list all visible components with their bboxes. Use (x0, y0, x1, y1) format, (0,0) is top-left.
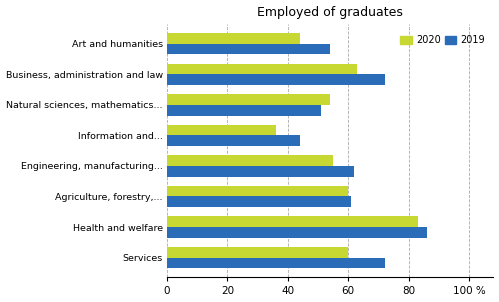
Bar (167, 125, 276, 135)
Bar (167, 64, 357, 74)
Bar (167, 44, 330, 54)
Bar (167, 227, 427, 238)
Bar (167, 135, 300, 146)
Bar (167, 258, 385, 268)
Bar (167, 94, 330, 105)
Bar (167, 74, 385, 85)
Bar (167, 247, 348, 258)
Bar (167, 186, 348, 197)
Legend: 2020, 2019: 2020, 2019 (396, 31, 489, 49)
Bar (167, 166, 354, 177)
Bar (167, 197, 351, 207)
Bar (167, 216, 418, 227)
Bar (167, 155, 333, 166)
Bar (167, 105, 321, 116)
Title: Employed of graduates: Employed of graduates (257, 5, 403, 18)
Bar (167, 33, 300, 44)
